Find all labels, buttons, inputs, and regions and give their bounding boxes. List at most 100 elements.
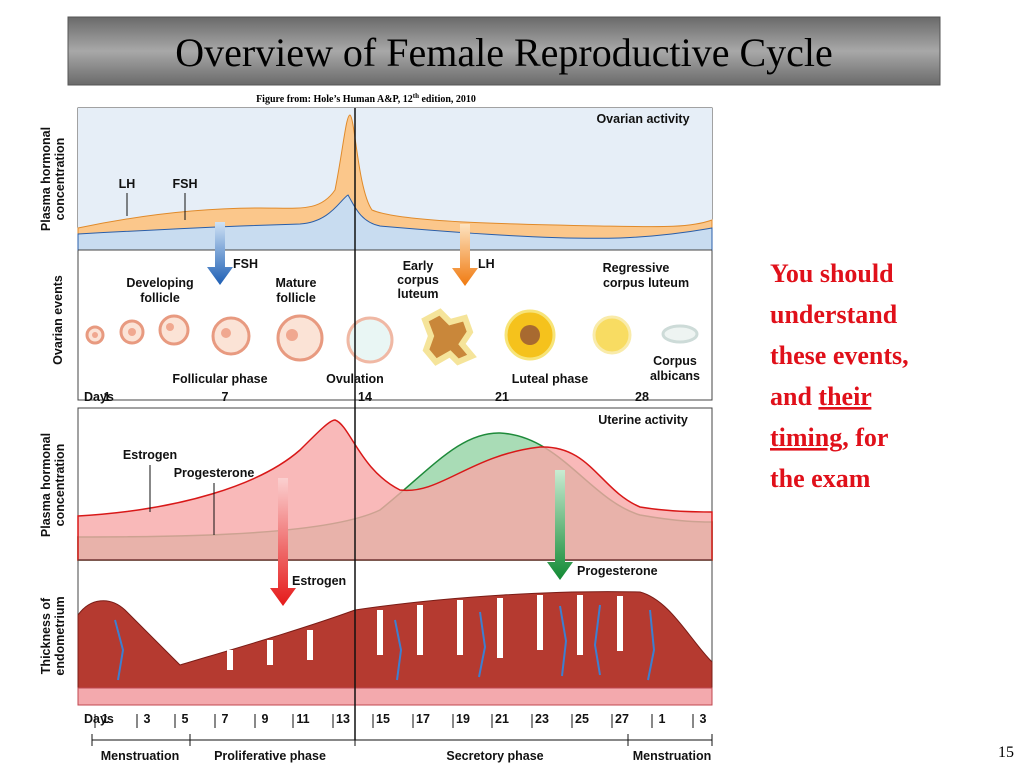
axis-line: Plasma hormonal — [39, 433, 53, 537]
phase-label: Menstruation — [101, 749, 179, 763]
day-label: 14 — [358, 390, 372, 404]
shape — [286, 329, 298, 341]
day-label: 21 — [495, 390, 509, 404]
day-label: 15 — [376, 712, 390, 726]
event-label: Early corpus luteum — [397, 259, 439, 301]
event-label: Developing follicle — [126, 276, 193, 305]
event-line: Developing — [126, 276, 193, 290]
event-label: Regressive corpus luteum — [603, 261, 689, 290]
fsh-curve — [77, 194, 713, 251]
axis-line: concentration — [53, 138, 67, 221]
day-label: 5 — [182, 712, 189, 726]
note-emphasis: their — [818, 382, 871, 411]
curve-label: LH — [119, 177, 136, 191]
day-label: 19 — [456, 712, 470, 726]
panel-heading: Ovarian activity — [596, 112, 689, 126]
day-label: 23 — [535, 712, 549, 726]
curve-label: FSH — [173, 177, 198, 191]
arrow-label: FSH — [233, 257, 258, 271]
vessels — [114, 604, 656, 681]
note-line: You should — [770, 259, 894, 288]
caption-text: edition, 2010 — [419, 94, 476, 105]
day-label: 1 — [104, 390, 111, 404]
title-bar — [67, 16, 941, 86]
note-line: these events, — [770, 341, 909, 370]
follicles — [85, 308, 699, 366]
day-label: 7 — [222, 390, 229, 404]
event-label: Corpus albicans — [650, 354, 700, 383]
axis-label: Plasma hormonalconcentration — [39, 127, 67, 231]
phase-label: Proliferative phase — [214, 749, 326, 763]
estrogen-arrow — [270, 478, 296, 606]
note-line: understand — [770, 300, 898, 329]
axis-line: endometrium — [53, 596, 67, 675]
caption-sup: th — [413, 92, 419, 100]
days-label: Days — [84, 712, 114, 726]
arrow-label: Progesterone — [577, 564, 658, 578]
progesterone-arrow — [547, 470, 573, 580]
shape — [166, 323, 174, 331]
event-line: albicans — [650, 369, 700, 383]
day-label: 21 — [495, 712, 509, 726]
event-line: Corpus — [653, 354, 697, 368]
regressive-corpus-luteum — [592, 315, 632, 355]
axis-line: Plasma hormonal — [39, 127, 53, 231]
day-label: 11 — [296, 712, 309, 726]
phase-label: Follicular phase — [172, 372, 267, 386]
follicle-cores — [92, 323, 298, 341]
day-label: 25 — [575, 712, 589, 726]
day-label: 13 — [336, 712, 350, 726]
early-corpus-luteum — [421, 308, 477, 366]
event-line: Regressive — [603, 261, 670, 275]
phase-label: Luteal phase — [512, 372, 588, 386]
note-line: the exam — [770, 464, 871, 493]
day-label: 28 — [635, 390, 649, 404]
day-label: 3 — [700, 712, 707, 726]
day-label: 27 — [615, 712, 629, 726]
estrogen-curve — [77, 419, 713, 561]
phase-row: Menstruation Proliferative phase Secretory… — [91, 734, 713, 763]
page-number: 15 — [998, 744, 1014, 761]
corpus-luteum-core — [520, 325, 540, 345]
title: Overview of Female Reproductive Cycle — [175, 30, 833, 75]
arrow-label: LH — [478, 257, 495, 271]
day-label: 9 — [262, 712, 269, 726]
day-label: 3 — [144, 712, 151, 726]
shape — [128, 328, 136, 336]
event-line: follicle — [140, 291, 180, 305]
event-line: corpus — [397, 273, 439, 287]
shape — [92, 332, 98, 338]
ovulation — [346, 316, 394, 364]
axis-line: Thickness of — [39, 597, 53, 674]
arrow-label: Estrogen — [292, 574, 346, 588]
fsh-arrow — [207, 222, 233, 285]
axis-label: Plasma hormonalconcentration — [39, 433, 67, 537]
note-emphasis: timing — [770, 423, 842, 452]
event-line: corpus luteum — [603, 276, 689, 290]
days-label: Days — [84, 390, 114, 404]
event-line: Mature — [276, 276, 317, 290]
day-label: 7 — [222, 712, 229, 726]
note-line: , for — [842, 423, 888, 452]
curve-label: Progesterone — [174, 466, 255, 480]
follicle — [276, 314, 324, 362]
axis-line: concentration — [53, 444, 67, 527]
day-label: 1 — [659, 712, 666, 726]
shape — [114, 604, 656, 681]
curve-label: Estrogen — [123, 448, 177, 462]
event-line: luteum — [398, 287, 439, 301]
lh-curve — [77, 114, 713, 251]
shape — [221, 328, 231, 338]
days-row: 1 3 5 7 9 11 13 15 17 19 21 23 25 27 1 3 — [94, 712, 707, 728]
panel-heading: Uterine activity — [598, 413, 688, 427]
follicle — [158, 314, 190, 346]
endometrium — [77, 591, 713, 706]
caption: Figure from: Hole’s Human A&P, 12th edit… — [256, 92, 476, 105]
phase-label: Secretory phase — [446, 749, 543, 763]
event-line: follicle — [276, 291, 316, 305]
side-note: You should understand these events, and … — [770, 259, 915, 493]
axis-label: Ovarian events — [51, 275, 65, 365]
